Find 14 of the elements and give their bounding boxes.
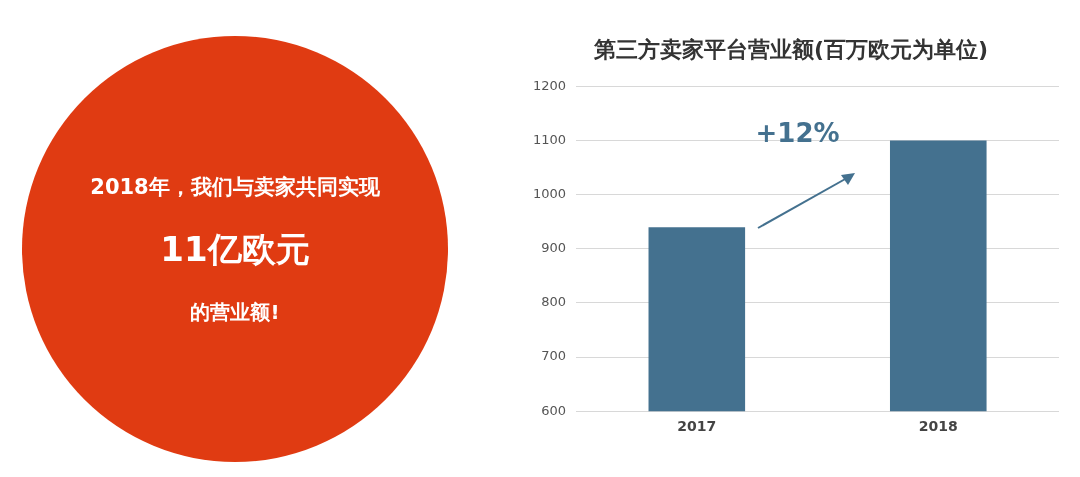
chart-title: 第三方卖家平台营业额(百万欧元为单位) <box>592 36 989 62</box>
y-tick-label: 1100 <box>532 131 567 147</box>
y-tick-label: 1000 <box>532 186 567 202</box>
annotation: +12% <box>755 117 840 148</box>
x-tick-label: 2018 <box>918 418 958 435</box>
y-tick-label: 800 <box>541 294 567 310</box>
y-tick-label: 900 <box>541 240 567 256</box>
y-tick-label: 700 <box>541 348 567 364</box>
text: 11亿欧元 <box>160 227 310 271</box>
text: 2018年，我们与卖家共同实现 <box>90 173 380 201</box>
y-tick-label: 600 <box>541 402 567 418</box>
x-tick-label: 2017 <box>677 418 717 435</box>
text: 的营业额! <box>190 298 280 326</box>
y-tick-label: 1200 <box>532 77 567 93</box>
